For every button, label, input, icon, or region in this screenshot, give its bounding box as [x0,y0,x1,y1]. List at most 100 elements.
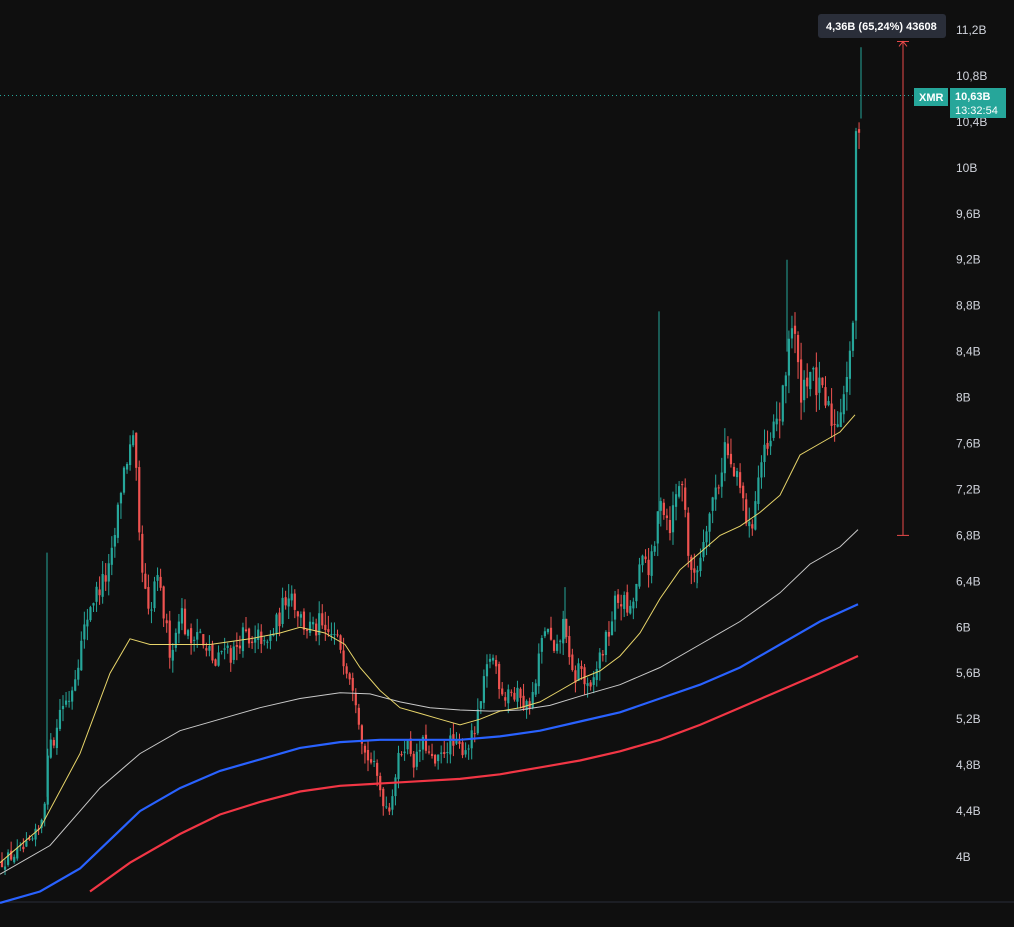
candle-body [113,535,116,547]
y-tick-label: 5,6B [956,666,981,680]
candle-body [336,634,339,636]
candle-body [449,735,452,755]
candle-body [742,485,745,499]
candle-body [647,559,650,576]
candle-body [522,695,525,709]
candle-body [116,504,119,538]
candle-body [748,521,751,527]
badges-layer: 4,36B (65,24%) 43608 XMR 10,63B 13:32:54 [818,14,1006,118]
candle-body [229,648,232,663]
candle-body [729,453,733,465]
candle-body [430,753,434,756]
y-tick-label: 11,2B [956,23,986,37]
candle-body [854,131,858,321]
candle-body [739,472,742,488]
candle-body [223,648,226,650]
candle-body [772,421,775,438]
candle-body [363,745,367,753]
y-tick-label: 10,8B [956,69,987,83]
ma-white-line [0,529,859,875]
candle-body [687,512,690,556]
candle-body [827,401,830,406]
candle-body [461,742,464,756]
candle-body [141,533,144,573]
candle-body [324,624,327,631]
candle-body [574,670,577,683]
candle-body [55,727,58,748]
candle-body [159,576,162,588]
candle-body [684,487,687,510]
candle-body [607,631,611,637]
candle-body [251,641,254,643]
measure-tooltip-bg [818,14,946,38]
candle-body [238,645,241,649]
y-tick-label: 4,8B [956,758,981,772]
candle-body [650,551,653,576]
candle-body [98,589,101,596]
measure-tooltip-text: 4,36B (65,24%) 43608 [826,21,937,33]
candle-body [568,636,571,658]
candle-body [842,394,845,415]
candle-body [543,631,546,637]
candle-body [122,467,126,493]
candle-body [74,679,77,691]
candle-body [193,639,196,641]
candle-body [199,631,202,633]
candle-body [52,739,55,746]
candle-body [339,635,342,650]
candle-body [720,472,723,487]
y-tick-label: 6,8B [956,528,981,542]
candle-body [119,492,123,504]
candle-body [354,693,357,706]
candle-body [397,752,400,780]
candle-body [534,683,537,695]
candle-body [473,733,476,735]
candle-body [269,635,272,641]
candle-body [421,736,424,750]
y-tick-label: 9,2B [956,253,981,267]
last-price-badge[interactable]: XMR 10,63B 13:32:54 [914,88,1006,118]
candle-body [760,462,763,478]
candle-body [89,607,92,621]
candle-body [809,372,812,390]
candle-body [342,650,345,667]
candle-body [104,575,107,582]
candle-body [217,652,220,666]
candle-body [440,752,443,754]
candle-body [281,597,284,624]
candle-body [190,628,193,644]
candle-body [488,658,492,662]
candle-body [171,649,174,661]
candle-body [302,611,306,630]
candle-body [64,700,68,705]
candle-body [839,412,842,428]
ma-yellow-line [0,414,856,864]
candle-body [183,608,187,635]
candle-body [40,819,43,828]
y-tick-label: 10B [956,161,977,175]
candle-body [519,688,522,698]
candle-body [95,586,98,602]
candle-body [851,322,855,351]
candle-body [458,741,461,744]
candle-body [796,334,800,363]
candle-body [83,624,86,640]
candle-body [177,621,180,634]
candle-body [0,860,4,868]
candle-body [479,701,482,709]
candle-body [92,603,95,606]
candle-body [278,612,281,627]
candle-body [662,502,665,515]
candle-body [815,367,818,396]
candle-body [848,350,851,379]
candle-body [769,440,772,447]
candle-body [818,377,821,393]
price-axis[interactable]: 11,2B 10,8B 10,4B 10B 9,6B 9,2B 8,8B 8,4B 8B 7,6B… [956,23,987,864]
candle-body [235,644,238,647]
candle-body [86,619,89,627]
candle-body [763,444,766,462]
candle-body [565,618,568,638]
candle-body [491,657,495,661]
candle-body [751,524,754,529]
